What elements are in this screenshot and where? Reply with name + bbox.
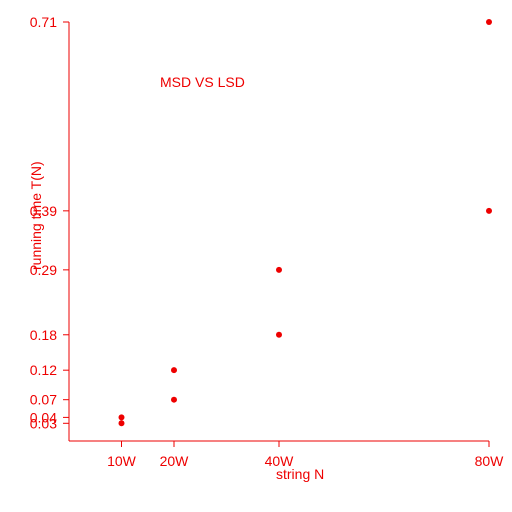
y-tick-label: 0.18 [30,327,57,343]
x-ticks: 10W 20W 40W 80W [107,441,504,469]
chart-title: MSD VS LSD [160,74,245,90]
data-point [171,396,177,403]
x-tick-label: 80W [475,453,505,469]
x-tick-label: 10W [107,453,137,469]
data-point [118,420,125,427]
x-axis-label: string N [276,466,324,482]
axes [68,22,489,442]
y-tick-label: 0.71 [30,14,57,30]
data-point [486,19,492,25]
data-point [171,367,177,374]
data-points [118,19,492,427]
data-point [276,266,282,273]
y-tick-label: 0.03 [30,415,57,431]
data-point [486,207,492,214]
y-axis-label: running time T(N) [28,161,44,270]
x-tick-label: 40W [265,453,295,469]
x-tick-label: 20W [160,453,190,469]
y-tick-label: 0.12 [30,362,57,378]
y-tick-label: 0.07 [30,392,57,408]
y-tick-label: 0.04 [30,409,57,425]
y-tick-label: 0.39 [30,203,57,219]
y-ticks: 0.030.040.07 0.12 0.18 0.29 0.39 0.71 [30,14,69,431]
data-point [118,414,125,421]
data-point [276,331,282,338]
y-tick-label: 0.29 [30,262,57,278]
